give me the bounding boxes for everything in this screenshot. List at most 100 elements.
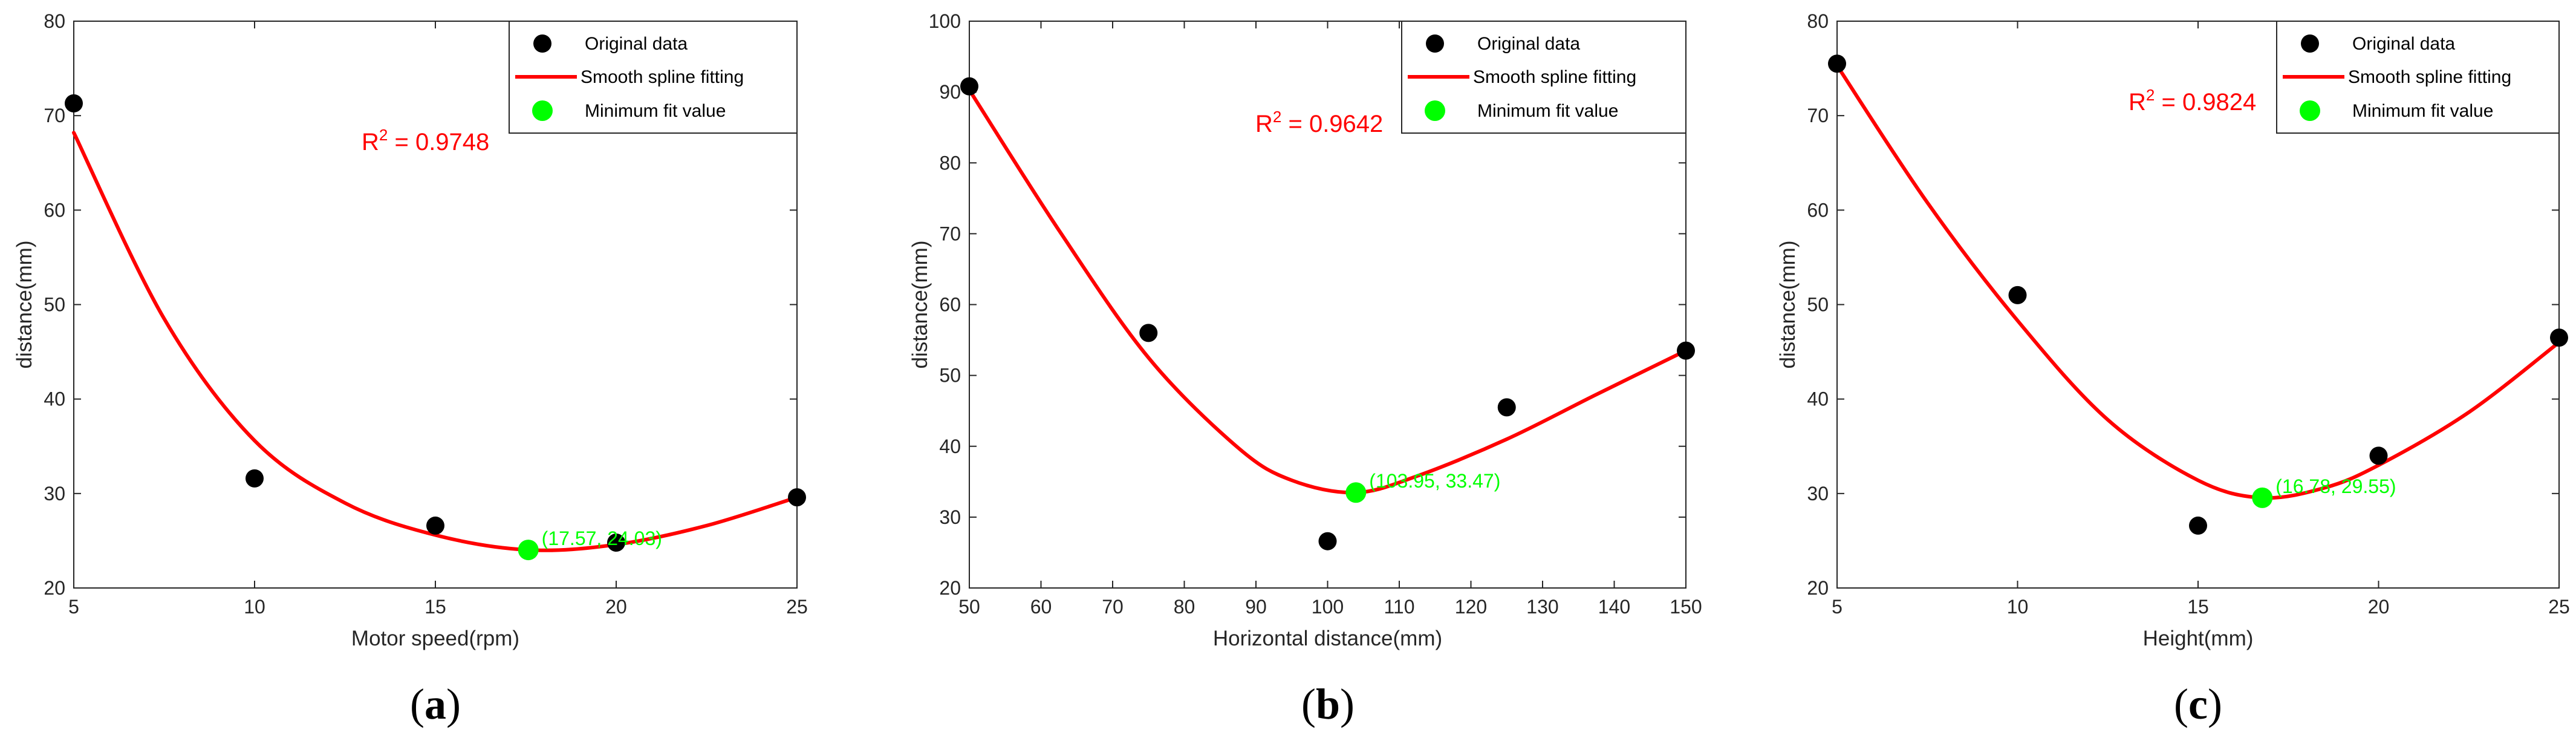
panel-caption: (b) bbox=[1301, 680, 1355, 728]
minimum-annotation: (16.78, 29.55) bbox=[2275, 475, 2396, 497]
x-tick-label: 50 bbox=[958, 596, 980, 618]
y-tick-label: 80 bbox=[44, 10, 65, 32]
legend-fit-label: Smooth spline fitting bbox=[1473, 67, 1636, 87]
r-squared-label: R2 = 0.9748 bbox=[362, 126, 489, 155]
legend: Original data Smooth spline fitting Minimu… bbox=[509, 21, 798, 134]
fit-curve bbox=[968, 88, 1688, 495]
data-point bbox=[65, 94, 83, 113]
legend-original-marker bbox=[533, 34, 551, 53]
y-tick-label: 80 bbox=[939, 152, 961, 174]
legend-original-label: Original data bbox=[2352, 34, 2455, 54]
y-tick-label: 70 bbox=[939, 223, 961, 244]
y-tick-label: 20 bbox=[44, 577, 65, 599]
y-tick-label: 60 bbox=[44, 199, 65, 221]
legend-minimum-label: Minimum fit value bbox=[1477, 101, 1618, 121]
x-axis-label: Height(mm) bbox=[2143, 627, 2254, 650]
x-tick-label: 25 bbox=[786, 596, 808, 618]
x-tick-label: 20 bbox=[2368, 596, 2390, 618]
legend: Original data Smooth spline fitting Minimu… bbox=[1401, 21, 1686, 134]
x-tick-label: 150 bbox=[1670, 596, 1702, 618]
y-tick-label: 30 bbox=[939, 506, 961, 528]
legend-minimum-marker bbox=[1425, 100, 1445, 121]
chart-panel-b: 50 60 70 80 90 100 110 120 130 140 150 20 30 40 50 60 70… bbox=[908, 10, 1702, 728]
y-tick-label: 40 bbox=[1807, 388, 1829, 410]
data-point bbox=[2369, 446, 2388, 465]
legend: Original data Smooth spline fitting Minimu… bbox=[2276, 21, 2560, 134]
x-tick-label: 10 bbox=[244, 596, 265, 618]
x-tick-label: 120 bbox=[1455, 596, 1487, 618]
x-tick-label: 5 bbox=[1832, 596, 1843, 618]
x-tick-label: 110 bbox=[1384, 596, 1414, 618]
y-tick-label: 20 bbox=[1807, 577, 1829, 599]
x-tick-label: 140 bbox=[1598, 596, 1630, 618]
x-tick-label: 70 bbox=[1102, 596, 1124, 618]
x-tick-label: 60 bbox=[1030, 596, 1052, 618]
data-point bbox=[426, 516, 444, 535]
panel-caption: (c) bbox=[2174, 680, 2222, 728]
x-tick-label: 20 bbox=[605, 596, 627, 618]
minimum-point bbox=[2252, 487, 2273, 508]
minimum-annotation: (17.57, 24.03) bbox=[542, 527, 662, 549]
data-point bbox=[2550, 328, 2568, 347]
x-tick-label: 5 bbox=[68, 596, 79, 618]
minimum-point bbox=[1345, 482, 1367, 503]
y-tick-label: 50 bbox=[939, 365, 961, 387]
x-tick-label: 80 bbox=[1174, 596, 1195, 618]
data-point bbox=[607, 534, 625, 552]
y-axis-label: distance(mm) bbox=[1776, 241, 1800, 369]
legend-original-label: Original data bbox=[585, 34, 688, 54]
data-point bbox=[1497, 398, 1516, 417]
minimum-point bbox=[518, 540, 539, 561]
legend-original-label: Original data bbox=[1477, 34, 1580, 54]
data-point bbox=[2189, 516, 2207, 535]
r-squared-label: R2 = 0.9642 bbox=[1255, 108, 1383, 137]
y-tick-label: 30 bbox=[44, 483, 65, 505]
y-tick-label: 50 bbox=[44, 294, 65, 316]
data-point bbox=[1677, 341, 1695, 360]
y-tick-label: 80 bbox=[1807, 10, 1829, 32]
legend-original-marker bbox=[1426, 34, 1444, 53]
y-tick-label: 30 bbox=[1807, 483, 1829, 505]
legend-fit-label: Smooth spline fitting bbox=[581, 67, 744, 87]
legend-minimum-marker bbox=[532, 100, 553, 121]
y-axis-label: distance(mm) bbox=[13, 241, 36, 369]
data-point bbox=[1318, 532, 1337, 550]
x-tick-label: 90 bbox=[1245, 596, 1267, 618]
x-axis-label: Horizontal distance(mm) bbox=[1213, 627, 1442, 650]
fit-curve bbox=[72, 131, 799, 552]
data-point bbox=[1139, 324, 1158, 342]
x-tick-label: 25 bbox=[2548, 596, 2570, 618]
x-tick-label: 10 bbox=[2007, 596, 2029, 618]
chart-panel-a: 5 10 15 20 25 20 30 40 50 60 70 80 Motor speed(rpm) d… bbox=[13, 10, 808, 728]
data-point bbox=[246, 469, 264, 488]
legend-original-marker bbox=[2301, 34, 2319, 53]
data-point bbox=[2008, 286, 2027, 304]
y-tick-label: 100 bbox=[929, 10, 961, 32]
x-tick-label: 130 bbox=[1526, 596, 1558, 618]
y-tick-label: 60 bbox=[1807, 199, 1829, 221]
x-tick-label: 100 bbox=[1312, 596, 1344, 618]
x-axis-label: Motor speed(rpm) bbox=[351, 627, 519, 650]
x-tick-label: 15 bbox=[2187, 596, 2209, 618]
y-tick-label: 70 bbox=[44, 105, 65, 126]
chart-panel-c: 5 10 15 20 25 20 30 40 50 60 70 80 Height(mm) distanc… bbox=[1776, 10, 2570, 728]
data-point bbox=[788, 488, 806, 507]
minimum-annotation: (103.95, 33.47) bbox=[1369, 470, 1500, 492]
x-tick-label: 15 bbox=[424, 596, 446, 618]
y-tick-label: 20 bbox=[939, 577, 961, 599]
y-axis-label: distance(mm) bbox=[908, 241, 932, 369]
y-tick-label: 60 bbox=[939, 294, 961, 316]
legend-fit-label: Smooth spline fitting bbox=[2348, 67, 2511, 87]
legend-minimum-label: Minimum fit value bbox=[2352, 101, 2493, 121]
fit-curve bbox=[1835, 64, 2561, 500]
y-tick-label: 50 bbox=[1807, 294, 1829, 316]
y-tick-label: 40 bbox=[44, 388, 65, 410]
panel-caption: (a) bbox=[410, 680, 461, 728]
y-tick-label: 40 bbox=[939, 436, 961, 457]
data-point bbox=[1828, 54, 1846, 73]
legend-minimum-label: Minimum fit value bbox=[585, 101, 726, 121]
r-squared-label: R2 = 0.9824 bbox=[2129, 86, 2256, 116]
legend-minimum-marker bbox=[2300, 100, 2320, 121]
data-point bbox=[960, 77, 978, 96]
